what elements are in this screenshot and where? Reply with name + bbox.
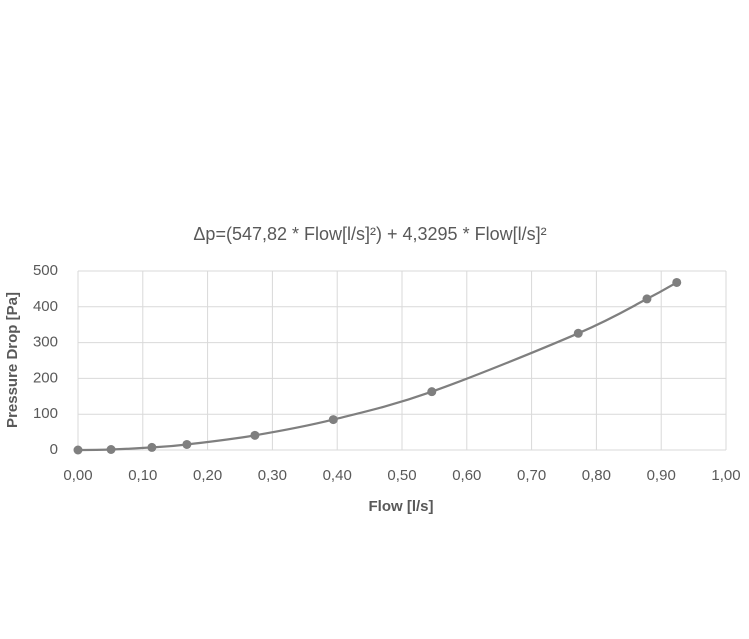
y-axis-title: Pressure Drop [Pa] bbox=[4, 292, 21, 428]
x-tick-label: 0,80 bbox=[582, 467, 611, 484]
x-tick-label: 1,00 bbox=[711, 467, 740, 484]
trend-line bbox=[77, 281, 678, 452]
y-tick-label: 100 bbox=[33, 405, 58, 422]
data-point bbox=[427, 387, 437, 397]
data-point bbox=[73, 445, 83, 455]
x-axis-title: Flow [l/s] bbox=[369, 498, 434, 515]
y-tick-label: 400 bbox=[33, 298, 58, 315]
x-tick-label: 0,60 bbox=[452, 467, 481, 484]
y-tick-label: 200 bbox=[33, 369, 58, 386]
x-tick-label: 0,00 bbox=[63, 467, 92, 484]
y-tick-label: 300 bbox=[33, 334, 58, 351]
chart-title: Δp=(547,82 * Flow[l/s]²) + 4,3295 * Flow… bbox=[193, 224, 546, 244]
data-point bbox=[106, 444, 116, 454]
data-point bbox=[642, 294, 652, 304]
data-point bbox=[328, 415, 338, 425]
x-tick-label: 0,10 bbox=[128, 467, 157, 484]
data-point bbox=[672, 277, 682, 287]
x-tick-label: 0,90 bbox=[647, 467, 676, 484]
y-tick-label: 500 bbox=[33, 262, 58, 279]
x-tick-label: 0,20 bbox=[193, 467, 222, 484]
y-tick-label: 0 bbox=[50, 441, 58, 458]
x-tick-label: 0,70 bbox=[517, 467, 546, 484]
data-point bbox=[573, 328, 583, 338]
x-tick-label: 0,30 bbox=[258, 467, 287, 484]
data-point bbox=[147, 442, 157, 452]
data-point bbox=[250, 430, 260, 440]
x-tick-label: 0,50 bbox=[387, 467, 416, 484]
x-tick-label: 0,40 bbox=[323, 467, 352, 484]
data-point bbox=[182, 439, 192, 449]
